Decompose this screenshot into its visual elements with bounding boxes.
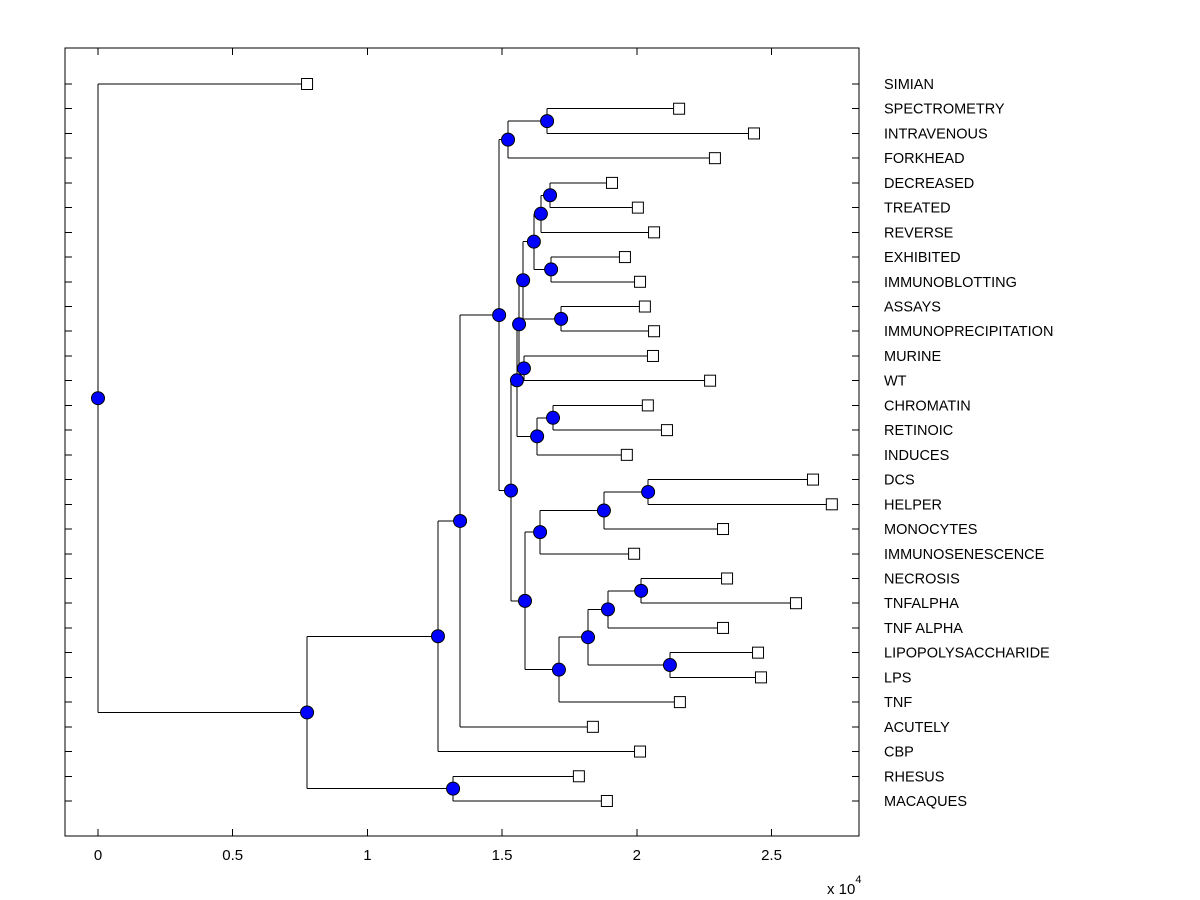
internal-node-marker <box>516 273 531 288</box>
leaf-marker <box>572 770 585 783</box>
internal-node-marker <box>533 525 548 540</box>
leaf-marker <box>673 102 686 115</box>
leaf-marker <box>648 325 661 338</box>
internal-node-marker <box>662 658 677 673</box>
internal-node-marker <box>551 662 566 677</box>
leaf-marker <box>747 127 760 140</box>
leaf-label: TNF <box>884 695 912 711</box>
internal-node-marker <box>492 308 507 323</box>
leaf-label: RETINOIC <box>884 423 953 439</box>
internal-node-marker <box>596 503 611 518</box>
leaf-marker <box>806 473 819 486</box>
leaf-label: ASSAYS <box>884 300 941 316</box>
leaf-marker <box>754 671 767 684</box>
leaf-marker <box>638 300 651 313</box>
leaf-marker <box>618 251 631 264</box>
leaf-label: HELPER <box>884 497 942 513</box>
leaf-marker <box>628 547 641 560</box>
leaf-marker <box>586 720 599 733</box>
leaf-marker <box>660 424 673 437</box>
leaf-marker <box>646 349 659 362</box>
internal-node-marker <box>503 483 518 498</box>
leaf-label: RHESUS <box>884 769 944 785</box>
leaf-label: SPECTROMETRY <box>884 102 1005 118</box>
x-tick-label: 0 <box>94 847 102 864</box>
internal-node-marker <box>544 262 559 277</box>
leaf-label: INDUCES <box>884 448 949 464</box>
leaf-label: WT <box>884 374 907 390</box>
leaf-label: IMMUNOBLOTTING <box>884 275 1017 291</box>
leaf-label: NECROSIS <box>884 571 960 587</box>
leaf-label: MACAQUES <box>884 794 967 810</box>
internal-node-marker <box>516 361 531 376</box>
internal-node-marker <box>546 410 561 425</box>
internal-node-marker <box>540 114 555 129</box>
leaf-label: IMMUNOSENESCENCE <box>884 547 1045 563</box>
leaf-marker <box>641 399 654 412</box>
leaf-marker <box>721 572 734 585</box>
leaf-label: DECREASED <box>884 176 974 192</box>
leaf-marker <box>790 597 803 610</box>
internal-node-marker <box>453 513 468 528</box>
internal-node-marker <box>533 206 548 221</box>
leaf-marker <box>634 275 647 288</box>
internal-node-marker <box>509 373 524 388</box>
leaf-label: INTRAVENOUS <box>884 126 988 142</box>
leaf-marker <box>634 745 647 758</box>
leaf-marker <box>717 523 730 536</box>
leaf-marker <box>673 696 686 709</box>
internal-node-marker <box>600 602 615 617</box>
internal-node-marker <box>91 391 105 406</box>
x-axis-exponent-label: x 104 <box>827 874 861 898</box>
internal-node-marker <box>530 429 545 444</box>
leaf-label: REVERSE <box>884 225 954 241</box>
leaf-label: CHROMATIN <box>884 398 971 414</box>
x-tick-label: 1.5 <box>492 847 513 864</box>
x-tick-label: 1 <box>363 847 371 864</box>
internal-node-marker <box>554 311 569 326</box>
internal-node-marker <box>543 188 558 203</box>
internal-node-marker <box>634 583 649 598</box>
x-tick-label: 2.5 <box>761 847 782 864</box>
leaf-marker <box>704 374 717 387</box>
internal-node-marker <box>446 781 461 796</box>
leaf-label: TNFALPHA <box>884 596 959 612</box>
leaf-label: LIPOPOLYSACCHARIDE <box>884 646 1050 662</box>
internal-node-marker <box>526 234 541 249</box>
leaf-marker <box>648 226 661 239</box>
leaf-marker <box>717 621 730 634</box>
leaf-label: ACUTELY <box>884 720 950 736</box>
leaf-marker <box>825 498 838 511</box>
internal-node-marker <box>501 132 516 147</box>
leaf-label: LPS <box>884 670 911 686</box>
leaf-label: CBP <box>884 745 914 761</box>
leaf-label: TNF ALPHA <box>884 621 963 637</box>
internal-node-marker <box>512 317 527 332</box>
leaf-label: EXHIBITED <box>884 250 961 266</box>
leaf-label: MURINE <box>884 349 942 365</box>
leaf-label: FORKHEAD <box>884 151 965 167</box>
leaf-label: TREATED <box>884 201 951 217</box>
x-tick-label: 2 <box>633 847 641 864</box>
internal-node-marker <box>300 705 315 720</box>
leaf-marker <box>631 201 644 214</box>
leaf-label: DCS <box>884 473 915 489</box>
internal-node-marker <box>641 484 656 499</box>
leaf-marker <box>301 78 314 90</box>
leaf-label: SIMIAN <box>884 77 934 93</box>
internal-node-marker <box>430 629 445 644</box>
leaf-marker <box>708 152 721 165</box>
leaf-marker <box>752 646 765 659</box>
leaf-label: MONOCYTES <box>884 522 977 538</box>
plot-box <box>64 47 860 837</box>
x-tick-label: 0.5 <box>222 847 243 864</box>
internal-node-marker <box>581 630 596 645</box>
leaf-marker <box>600 794 613 807</box>
leaf-label: IMMUNOPRECIPITATION <box>884 324 1053 340</box>
internal-node-marker <box>517 593 532 608</box>
leaf-marker <box>620 448 633 461</box>
leaf-marker <box>606 176 619 189</box>
